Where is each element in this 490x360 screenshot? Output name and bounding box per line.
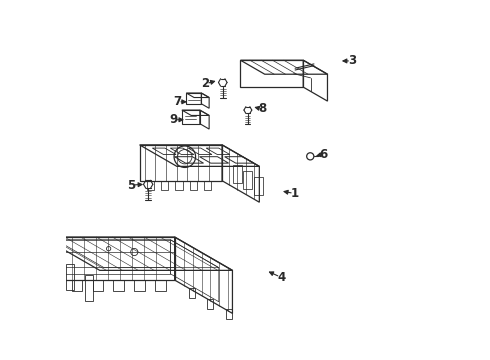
Text: 8: 8 xyxy=(258,103,267,116)
Text: 7: 7 xyxy=(173,95,181,108)
Text: 1: 1 xyxy=(291,187,299,200)
Text: 9: 9 xyxy=(169,113,177,126)
Text: 2: 2 xyxy=(201,77,209,90)
Text: 4: 4 xyxy=(277,271,286,284)
Text: 3: 3 xyxy=(348,54,357,67)
Text: 5: 5 xyxy=(127,179,135,192)
Text: 6: 6 xyxy=(319,148,327,161)
